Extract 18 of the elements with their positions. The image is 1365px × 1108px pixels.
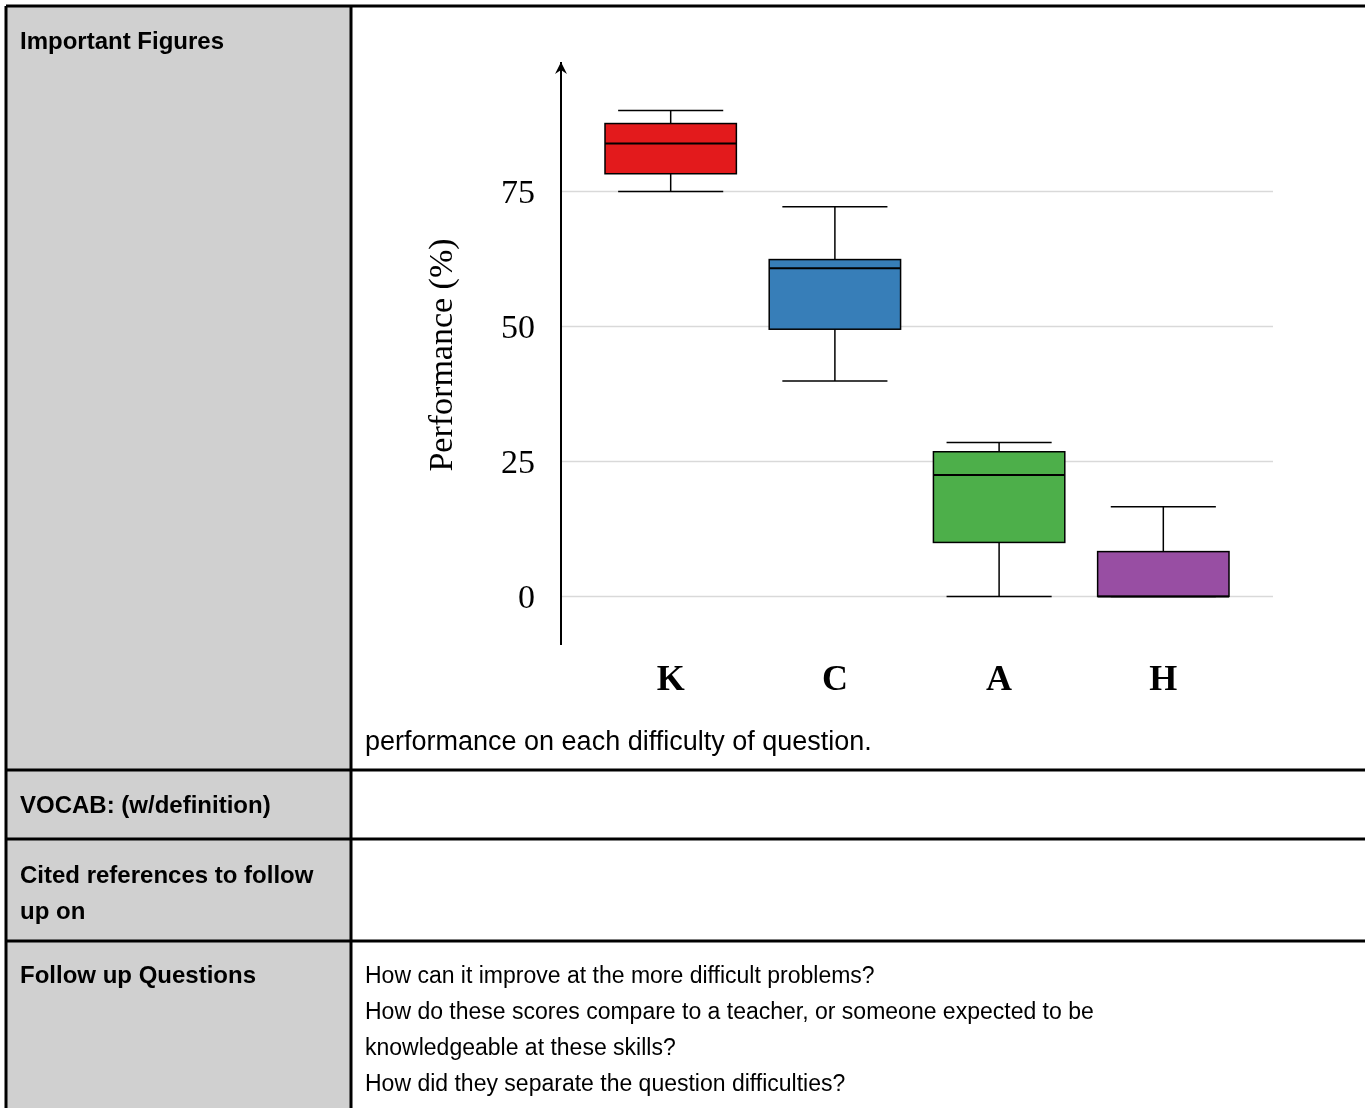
y-tick-label: 75: [501, 173, 535, 211]
text: How do these scores compare to a teacher, or someone expected to be: [365, 998, 1094, 1024]
x-tick-label: K: [656, 658, 685, 698]
text: performance on each difficulty of question.: [365, 726, 872, 756]
text: How can it improve at the more difficult problems?: [365, 962, 875, 988]
y-tick-label: 25: [501, 443, 535, 481]
text: Cited references to follow up on: [20, 861, 314, 924]
y-axis-title: Performance (%): [422, 238, 460, 472]
text: How did they separate the question difficulties?: [365, 1070, 846, 1096]
y-tick-label: 0: [518, 578, 535, 616]
y-tick-label: 50: [501, 308, 535, 346]
text: VOCAB: (w/definition): [20, 791, 271, 818]
text: knowledgeable at these skills?: [365, 1034, 676, 1060]
x-tick-label: C: [821, 658, 848, 698]
text: Important Figures: [20, 27, 225, 54]
x-tick-label: H: [1149, 658, 1178, 698]
x-tick-label: A: [986, 658, 1013, 698]
text: Follow up Questions: [20, 961, 256, 988]
